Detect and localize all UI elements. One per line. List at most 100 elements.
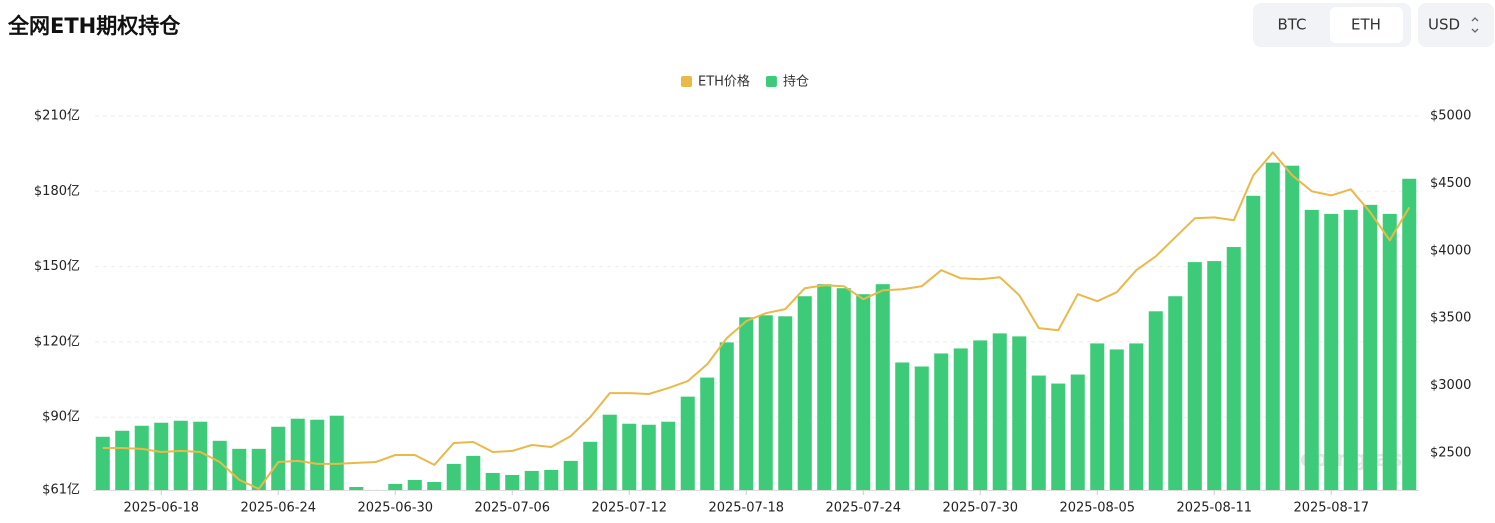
x-tick-label: 2025-07-30	[942, 501, 1018, 516]
bar	[1129, 343, 1144, 490]
bar	[290, 418, 305, 490]
bar	[485, 472, 500, 490]
bar	[934, 353, 949, 490]
bar	[271, 426, 286, 490]
bar	[388, 483, 403, 490]
bar	[1109, 349, 1124, 490]
x-tick-label: 2025-08-05	[1059, 501, 1135, 516]
price-line	[102, 151, 1411, 490]
bar	[1070, 374, 1085, 490]
bar	[700, 377, 715, 490]
legend-swatch	[681, 76, 692, 87]
y2-tick-label: $2500	[1430, 445, 1471, 460]
toggle-selected	[1330, 7, 1403, 43]
bar	[212, 440, 227, 490]
page-title: 全网ETH期权持仓	[7, 14, 181, 38]
bar	[797, 296, 812, 490]
bar	[817, 284, 832, 490]
bar	[895, 362, 910, 490]
bar	[1402, 178, 1417, 490]
bar	[1226, 247, 1241, 490]
bar	[641, 424, 656, 490]
bar	[856, 294, 871, 490]
bar	[1324, 213, 1339, 490]
x-tick-label: 2025-07-24	[825, 501, 901, 516]
select-arrow	[1471, 17, 1479, 33]
bar	[1285, 165, 1300, 490]
bar	[973, 340, 988, 490]
bar	[329, 415, 344, 490]
bar	[680, 396, 695, 490]
x-tick-label: 2025-07-12	[591, 501, 667, 516]
bar	[505, 474, 520, 490]
y-tick-label: $120亿	[34, 334, 80, 349]
legend-label: ETH价格	[698, 74, 750, 90]
bar	[1304, 209, 1319, 490]
x-tick-label: 2025-06-18	[123, 501, 199, 516]
bar	[1168, 296, 1183, 490]
bar	[661, 421, 676, 490]
toggle-eth[interactable]: ETH	[1351, 16, 1381, 34]
bar	[836, 288, 851, 490]
y2-tick-label: $3500	[1430, 311, 1471, 326]
bar	[1207, 261, 1222, 490]
bar	[778, 316, 793, 490]
bar	[1382, 213, 1397, 490]
bar	[446, 463, 461, 490]
currency-select[interactable]	[1418, 3, 1494, 47]
y-tick-label: $61亿	[42, 483, 80, 498]
bar	[1051, 383, 1066, 490]
y2-tick-label: $4500	[1430, 176, 1471, 191]
y-tick-label: $150亿	[34, 259, 80, 274]
x-tick-label: 2025-06-30	[357, 501, 433, 516]
bar	[875, 284, 890, 490]
x-tick-label: 2025-08-17	[1293, 501, 1369, 516]
bar	[466, 455, 481, 490]
bar	[758, 315, 773, 490]
bar	[1090, 343, 1105, 490]
bar	[115, 430, 130, 490]
legend-swatch	[765, 76, 777, 87]
currency-label: USD	[1428, 16, 1460, 34]
bar	[1246, 195, 1261, 490]
legend-label: 持仓	[783, 75, 809, 90]
bar	[349, 486, 364, 490]
bar	[583, 441, 598, 490]
bar	[407, 479, 422, 490]
bar	[602, 414, 617, 490]
bar	[134, 425, 149, 490]
bar	[95, 436, 110, 490]
x-tick-label: 2025-06-24	[240, 501, 316, 516]
bar	[953, 348, 968, 490]
bar	[1363, 204, 1378, 490]
bar	[914, 366, 929, 490]
bar	[739, 317, 754, 490]
bar	[1187, 262, 1202, 490]
y-tick-label: $90亿	[42, 410, 80, 425]
y-tick-label: $210亿	[34, 109, 80, 124]
bar	[310, 419, 325, 490]
y2-tick-label: $4000	[1430, 243, 1471, 258]
bar	[1031, 375, 1046, 490]
bar	[524, 470, 539, 490]
x-tick-label: 2025-08-11	[1176, 501, 1252, 516]
bar	[427, 481, 442, 490]
y2-tick-label: $3000	[1430, 378, 1471, 393]
toggle-btc[interactable]: BTC	[1277, 16, 1306, 34]
bar	[1148, 311, 1163, 490]
bar	[563, 460, 578, 490]
bar	[193, 421, 208, 490]
bar	[173, 420, 188, 490]
bar	[1265, 162, 1280, 490]
bar	[622, 423, 637, 490]
bar	[251, 448, 266, 490]
y2-tick-label: $5000	[1430, 109, 1471, 124]
bar	[1343, 209, 1358, 490]
y-tick-label: $180亿	[34, 184, 80, 199]
x-tick-label: 2025-07-18	[708, 501, 784, 516]
bar	[992, 333, 1007, 490]
x-tick-label: 2025-07-06	[474, 501, 550, 516]
bar	[232, 448, 247, 490]
